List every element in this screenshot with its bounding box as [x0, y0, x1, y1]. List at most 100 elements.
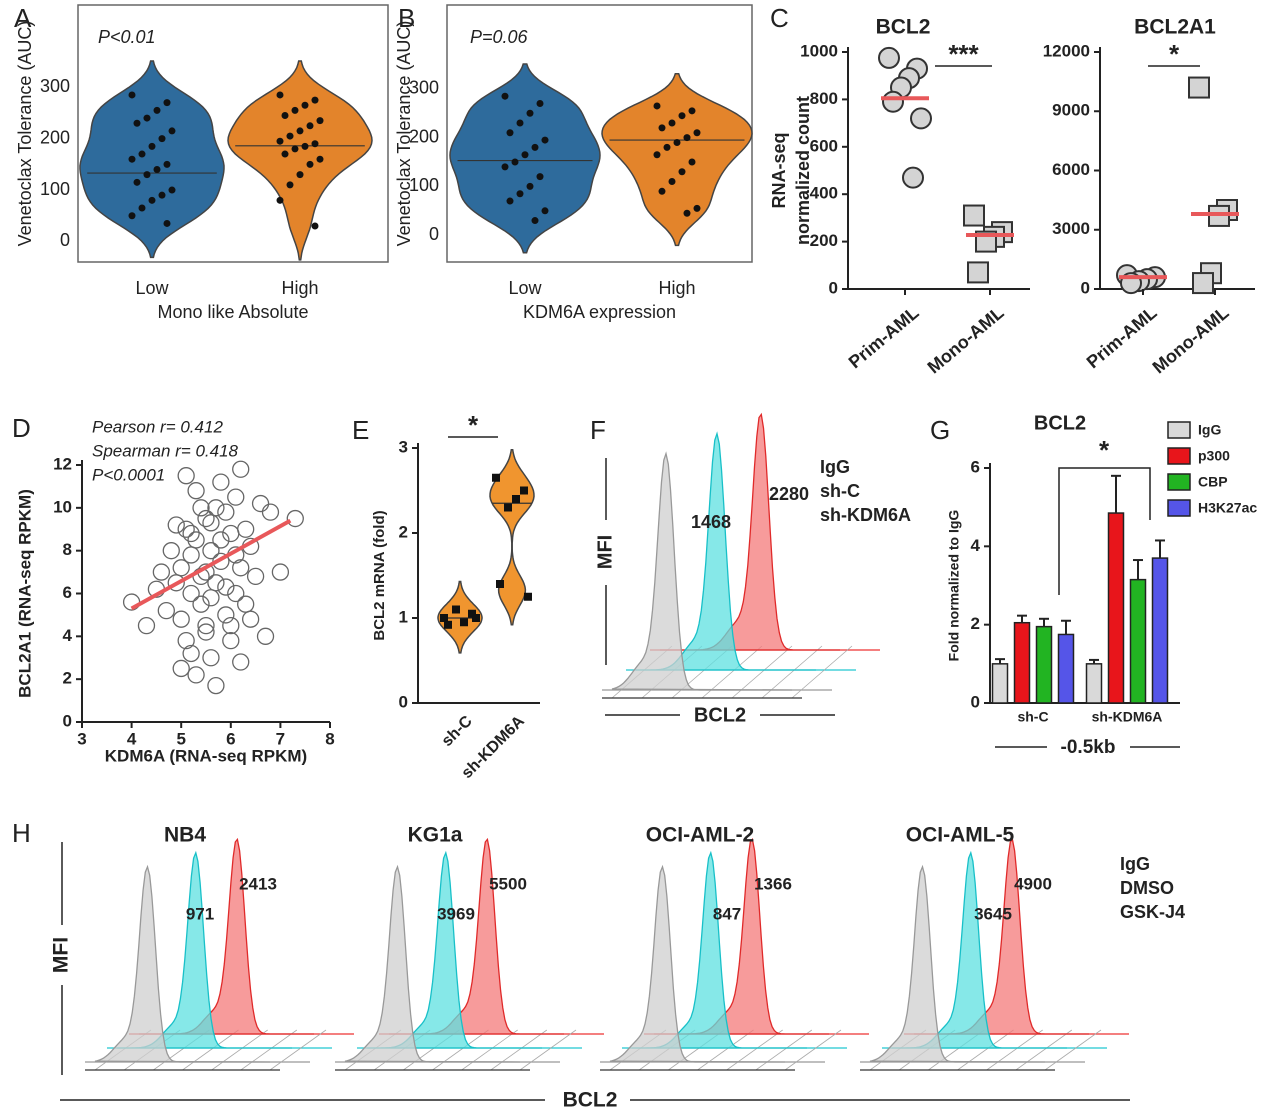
mfi-label: 3645: [974, 904, 1012, 923]
data-point: [286, 132, 294, 140]
y-tick-label: 12: [53, 454, 72, 473]
data-point: [187, 531, 205, 549]
data-point: [506, 129, 514, 137]
panel-label: B: [398, 3, 415, 33]
data-point: [172, 559, 190, 577]
data-point: [963, 204, 985, 227]
data-point: [212, 473, 230, 491]
mfi-label: 2280: [769, 484, 809, 504]
mfi-label: 2413: [239, 874, 277, 893]
data-point: [237, 595, 255, 613]
mfi-label: 4900: [1014, 874, 1052, 893]
data-point: [192, 499, 210, 517]
p-value: P<0.01: [98, 27, 156, 47]
bar: [1151, 557, 1169, 704]
y-tick-label: 10: [53, 497, 72, 516]
legend-label: DMSO: [1120, 878, 1174, 898]
x-tick-label: Low: [135, 278, 169, 298]
panel-label: D: [12, 413, 31, 443]
data-point: [668, 178, 676, 186]
x-tick-label: 8: [325, 729, 334, 748]
y-tick-label: 2: [971, 614, 980, 633]
data-point: [316, 117, 324, 125]
data-point: [202, 589, 220, 607]
data-point: [128, 91, 136, 99]
data-point: [524, 592, 532, 601]
data-point: [688, 158, 696, 166]
y-tick-label: 0: [429, 224, 439, 244]
bar: [1013, 621, 1031, 704]
data-point: [468, 609, 476, 618]
histogram: [660, 412, 840, 651]
y-tick-label: 6: [63, 583, 72, 602]
data-point: [217, 606, 235, 624]
mfi-label: 5500: [489, 874, 527, 893]
data-point: [440, 614, 448, 622]
bar: [1057, 633, 1075, 704]
y-tick-label: 6000: [1052, 160, 1090, 179]
data-point: [182, 546, 200, 564]
y-tick-label: 0: [60, 230, 70, 250]
data-point: [531, 143, 539, 151]
y-tick-label: 3: [399, 437, 408, 456]
panel-title: KG1a: [408, 824, 463, 847]
mfi-label: 1468: [691, 512, 731, 532]
y-axis-label: Venetoclax Tolerance (AUC): [15, 21, 35, 247]
data-point: [281, 112, 289, 120]
data-point: [187, 482, 205, 500]
histogram: [389, 837, 564, 1035]
floor-grid: [182, 1029, 239, 1071]
legend-label: GSK-J4: [1120, 902, 1185, 922]
data-point: [516, 190, 524, 198]
data-point: [148, 142, 156, 150]
significance-label: *: [1169, 39, 1180, 69]
y-tick-label: 200: [810, 231, 838, 250]
histogram: [609, 864, 786, 1063]
fit-line: [130, 518, 292, 611]
data-point: [286, 509, 304, 528]
data-point: [271, 563, 290, 581]
data-point: [301, 101, 309, 109]
data-point: [653, 151, 661, 159]
x-tick-label: sh-C: [1017, 709, 1048, 725]
data-point: [197, 616, 215, 635]
x-tick-label: 3: [77, 729, 86, 748]
y-tick-label: 300: [40, 76, 70, 96]
data-point: [311, 96, 319, 104]
y-tick-label: 600: [810, 136, 838, 155]
data-point: [202, 649, 220, 667]
annotation: Pearson r= 0.412: [92, 417, 223, 436]
panel-label: C: [770, 3, 789, 33]
data-point: [526, 109, 534, 117]
data-point: [663, 143, 671, 151]
data-point: [246, 567, 265, 586]
data-point: [291, 145, 299, 153]
bar: [991, 663, 1009, 704]
data-point: [177, 631, 195, 650]
data-point: [536, 100, 544, 108]
y-tick-label: 9000: [1052, 101, 1090, 120]
bar: [1107, 512, 1125, 704]
y-tick-label: 100: [409, 175, 439, 195]
y-tick-label: 300: [409, 78, 439, 98]
mfi-label: 847: [713, 904, 741, 923]
data-point: [506, 197, 514, 205]
legend-swatch: [1167, 499, 1191, 517]
data-point: [207, 499, 225, 517]
y-tick-label: 0: [399, 692, 408, 711]
data-point: [512, 495, 520, 503]
legend-label: IgG: [820, 457, 850, 477]
annotation: Spearman r= 0.418: [92, 441, 239, 460]
data-point: [678, 112, 686, 120]
data-point: [452, 605, 460, 614]
x-axis-label: BCL2: [563, 1089, 618, 1111]
y-tick-label: 0: [63, 711, 72, 730]
data-point: [163, 99, 171, 107]
data-point: [1192, 272, 1214, 295]
floor-grid: [490, 1029, 548, 1071]
panel-label: G: [930, 415, 950, 445]
bar: [1035, 625, 1053, 704]
data-point: [157, 601, 175, 620]
data-point: [197, 509, 215, 528]
